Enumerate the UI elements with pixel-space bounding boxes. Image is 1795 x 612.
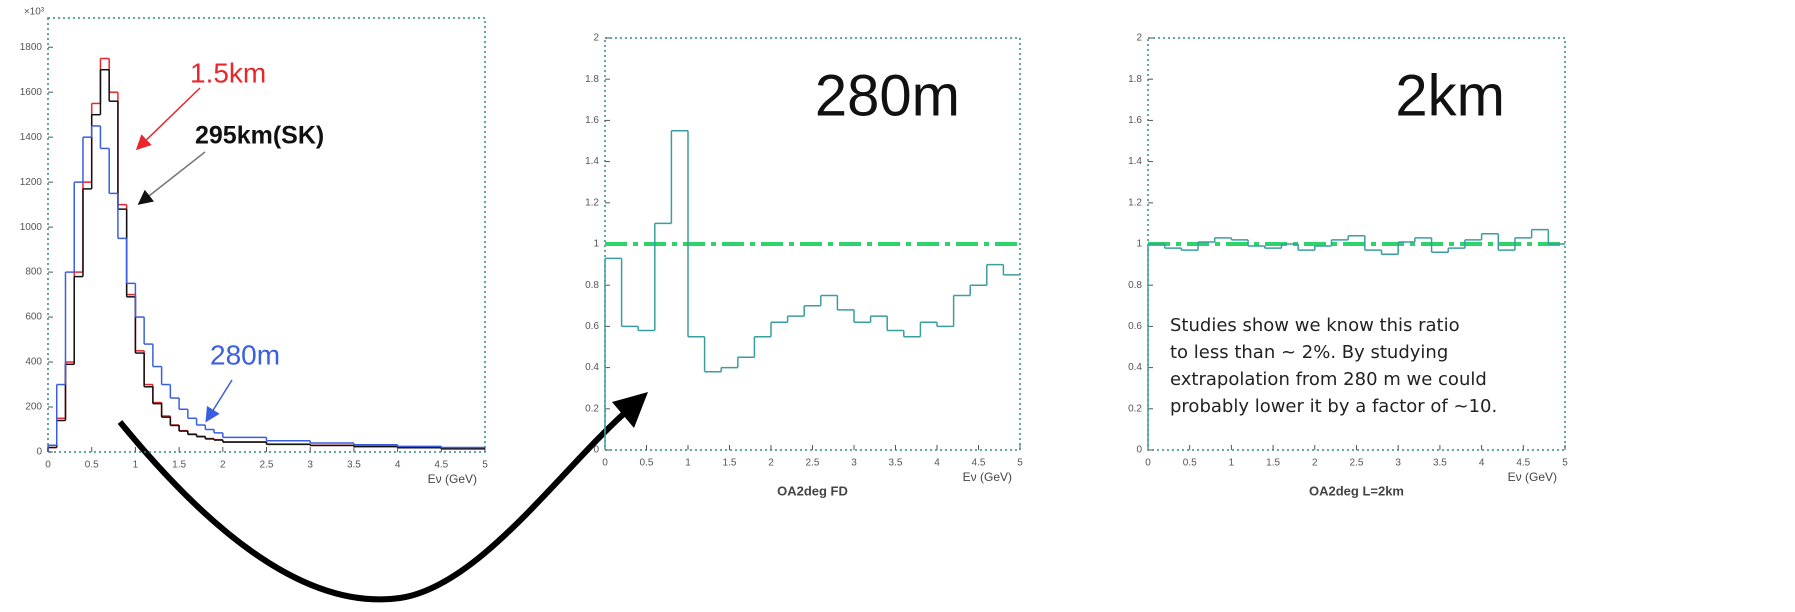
x-axis-label: Eν (GeV) (1508, 470, 1557, 484)
series-label: 295km(SK) (195, 122, 324, 150)
y-tick-label: 800 (25, 267, 42, 278)
note-line: extrapolation from 280 m we could (1170, 369, 1487, 390)
y-tick-label: 1400 (20, 132, 43, 143)
flow-arrow (117, 407, 630, 603)
x-tick-label: 3.5 (347, 460, 361, 471)
x-tick-label: 2.5 (806, 458, 820, 469)
note-line: to less than ~ 2%. By studying (1170, 342, 1448, 363)
x-tick-label: 1.5 (723, 458, 737, 469)
x-tick-label: 0 (1145, 458, 1151, 469)
flow-arrow-head (612, 392, 648, 428)
x-tick-label: 0 (45, 460, 51, 471)
y-tick-label: 600 (25, 312, 42, 323)
pointer-arrow (205, 379, 233, 423)
pointer-arrow (137, 151, 206, 205)
y-tick-label: 0.6 (585, 321, 599, 332)
y-tick-label: 200 (25, 402, 42, 413)
panel-title: 280m (815, 63, 960, 128)
axis-multiplier: ×10³ (24, 7, 45, 18)
y-tick-label: 1 (1136, 239, 1142, 250)
x-tick-label: 4.5 (434, 460, 448, 471)
x-tick-label: 4 (395, 460, 401, 471)
pointer-arrow (135, 87, 201, 151)
y-tick-label: 0 (36, 447, 42, 458)
plot-frame (604, 37, 1021, 451)
y-tick-label: 1200 (20, 177, 43, 188)
y-tick-label: 400 (25, 357, 42, 368)
x-tick-label: 5 (1562, 458, 1568, 469)
y-tick-label: 0.2 (1128, 403, 1142, 414)
x-tick-label: 1.5 (172, 460, 186, 471)
x-axis-caption: OA2deg L=2km (1309, 483, 1404, 498)
y-tick-label: 0.6 (1128, 321, 1142, 332)
x-tick-label: 1 (685, 458, 691, 469)
x-tick-label: 3 (1395, 458, 1401, 469)
y-tick-label: 1 (593, 239, 599, 250)
x-tick-label: 1.5 (1266, 458, 1280, 469)
y-tick-label: 1.4 (585, 156, 599, 167)
x-tick-label: 1 (1229, 458, 1235, 469)
y-tick-label: 1.8 (1128, 74, 1142, 85)
y-tick-label: 1.2 (585, 197, 599, 208)
x-tick-label: 3 (307, 460, 313, 471)
x-tick-label: 4.5 (1516, 458, 1530, 469)
panel-title: 2km (1395, 63, 1505, 128)
y-tick-label: 1600 (20, 87, 43, 98)
x-tick-label: 0.5 (1183, 458, 1197, 469)
y-tick-label: 0.4 (585, 362, 599, 373)
y-tick-label: 0.8 (585, 280, 599, 291)
x-tick-label: 3.5 (889, 458, 903, 469)
x-tick-label: 4.5 (972, 458, 986, 469)
x-tick-label: 0.5 (85, 460, 99, 471)
y-tick-label: 0 (593, 445, 599, 456)
x-tick-label: 5 (482, 460, 488, 471)
x-tick-label: 5 (1017, 458, 1023, 469)
y-tick-label: 0.4 (1128, 362, 1142, 373)
x-tick-label: 3.5 (1433, 458, 1447, 469)
x-tick-label: 2 (768, 458, 774, 469)
y-tick-label: 1.8 (585, 74, 599, 85)
x-tick-label: 1 (133, 460, 139, 471)
x-tick-label: 2.5 (1350, 458, 1364, 469)
x-axis-label: Eν (GeV) (428, 472, 477, 486)
y-tick-label: 1.2 (1128, 197, 1142, 208)
x-tick-label: 3 (851, 458, 857, 469)
plot-frame (47, 17, 486, 453)
x-axis-label: Eν (GeV) (963, 470, 1012, 484)
y-tick-label: 1.4 (1128, 156, 1142, 167)
x-tick-label: 2 (220, 460, 226, 471)
series-label: 1.5km (190, 57, 266, 88)
y-tick-label: 0.2 (585, 403, 599, 414)
y-tick-label: 1000 (20, 222, 43, 233)
series-label: 280m (210, 339, 280, 370)
y-tick-label: 1.6 (1128, 115, 1142, 126)
x-tick-label: 4 (1479, 458, 1485, 469)
y-tick-label: 1.6 (585, 115, 599, 126)
y-tick-label: 0 (1136, 445, 1142, 456)
note-line: Studies show we know this ratio (1170, 315, 1460, 336)
x-tick-label: 2.5 (260, 460, 274, 471)
y-tick-label: 1800 (20, 42, 43, 53)
y-tick-label: 0.8 (1128, 280, 1142, 291)
y-tick-label: 2 (593, 33, 599, 44)
x-axis-caption: OA2deg FD (777, 483, 848, 498)
y-tick-label: 2 (1136, 33, 1142, 44)
x-tick-label: 4 (934, 458, 940, 469)
x-tick-label: 0 (602, 458, 608, 469)
x-tick-label: 2 (1312, 458, 1318, 469)
note-line: probably lower it by a factor of ~10. (1170, 396, 1497, 417)
x-tick-label: 0.5 (640, 458, 654, 469)
